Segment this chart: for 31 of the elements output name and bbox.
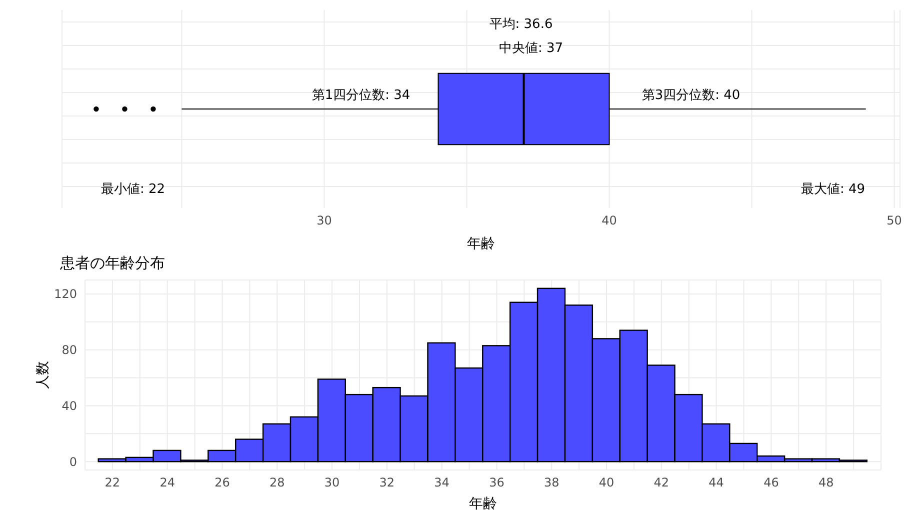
x-tick-label: 50 <box>886 214 902 228</box>
x-tick-label: 40 <box>602 214 617 228</box>
x-tick-label: 26 <box>214 476 230 490</box>
x-tick-label: 24 <box>160 476 175 490</box>
y-tick-label: 0 <box>69 454 77 469</box>
x-tick-label: 46 <box>764 476 779 490</box>
x-axis-title: 年齢 <box>467 236 495 252</box>
annotation: 中央値: 37 <box>498 40 564 57</box>
x-tick-label: 34 <box>434 476 450 490</box>
x-tick-label: 42 <box>654 476 670 490</box>
y-tick-label: 120 <box>54 287 77 302</box>
x-tick-label: 28 <box>269 476 285 490</box>
y-tick-label: 40 <box>62 398 77 413</box>
x-tick-label: 38 <box>544 476 560 490</box>
x-tick-label: 44 <box>708 476 724 490</box>
x-tick-label: 32 <box>379 476 395 490</box>
x-tick-label: 22 <box>104 476 120 490</box>
y-tick-label: 80 <box>62 343 77 358</box>
chart-title: 患者の年齢分布 <box>60 254 165 273</box>
x-tick-label: 30 <box>324 476 340 490</box>
x-tick-label: 48 <box>818 476 834 490</box>
annotation: 第3四分位数: 40 <box>642 87 740 104</box>
x-axis-title: 年齢 <box>469 496 497 510</box>
x-tick-label: 36 <box>489 476 504 490</box>
y-axis-title: 人数 <box>34 361 51 389</box>
annotation: 第1四分位数: 34 <box>312 87 410 104</box>
annotation: 平均: 36.6 <box>489 16 553 33</box>
annotation: 最大値: 49 <box>800 181 866 198</box>
x-tick-label: 30 <box>316 214 332 228</box>
annotation: 最小値: 22 <box>100 181 166 198</box>
x-tick-label: 40 <box>598 476 614 490</box>
